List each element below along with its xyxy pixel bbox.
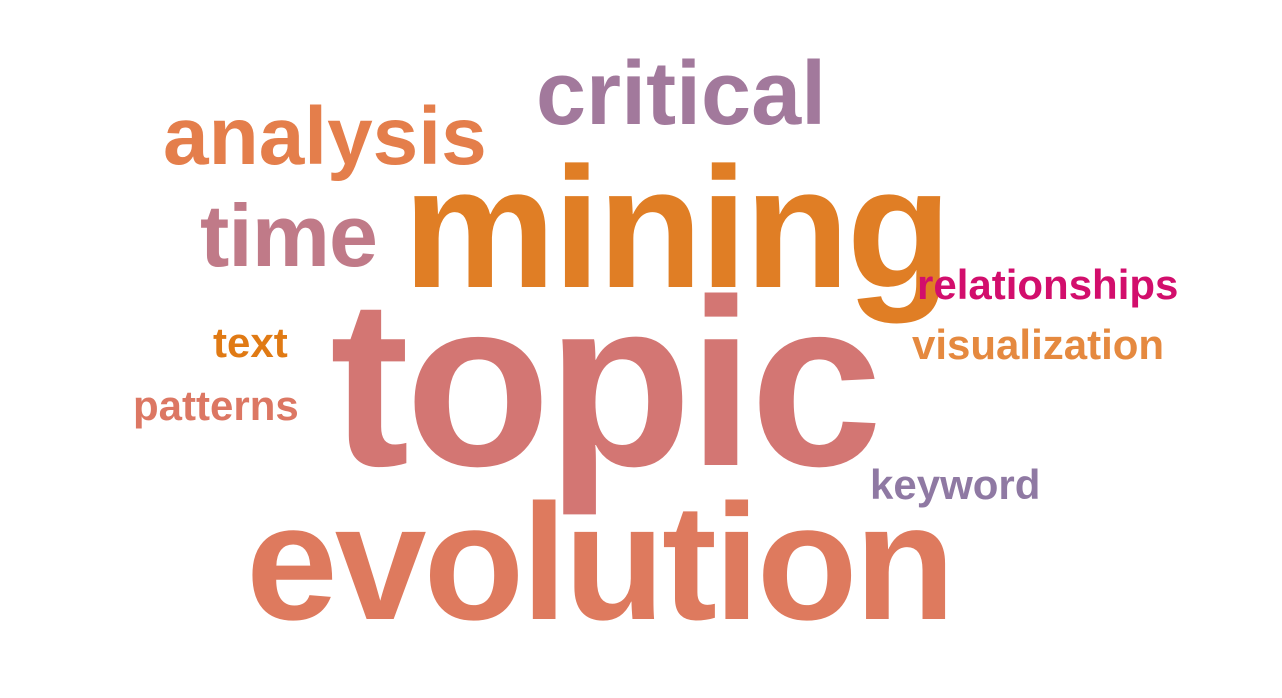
word-keyword: keyword <box>870 461 1041 508</box>
word-visualization: visualization <box>912 321 1165 368</box>
word-mining: mining <box>403 132 952 324</box>
word-relationships: relationships <box>917 261 1179 308</box>
word-topic: topic <box>330 251 883 516</box>
word-critical: critical <box>536 44 827 144</box>
word-patterns: patterns <box>133 382 299 429</box>
word-time: time <box>200 186 378 285</box>
word-text: text <box>213 319 288 366</box>
word-evolution: evolution <box>246 470 955 654</box>
word-analysis: analysis <box>163 91 487 182</box>
